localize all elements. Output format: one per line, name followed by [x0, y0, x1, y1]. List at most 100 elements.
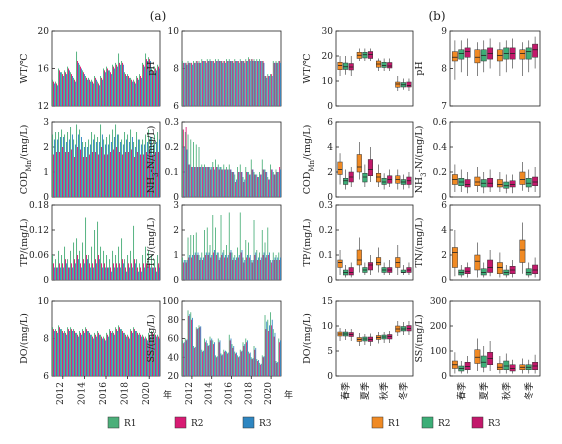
a-4-bar-r3: [205, 167, 207, 197]
a-5-bar-r1: [133, 225, 135, 280]
a-3-bar-r1: [82, 142, 84, 197]
a-1-bar-r3: [143, 66, 145, 106]
a-1-bar-r2: [80, 66, 81, 106]
a-8-bar-r3: [271, 319, 273, 376]
a-4-bar-r2: [235, 182, 237, 197]
a-1-bar-r3: [104, 72, 106, 106]
a-5-bar-r3: [68, 267, 70, 280]
a-7-bar-r2: [65, 332, 66, 376]
a-3-bar-r2: [113, 149, 114, 197]
a-2-bar-r3: [200, 62, 202, 106]
a-5-bar-r3: [77, 259, 79, 280]
b-2-box-r2: [458, 49, 465, 60]
a-1-bar-r1: [94, 76, 96, 106]
a-3-bar-r2: [149, 149, 150, 197]
a-6-bar-r2: [210, 257, 212, 280]
a-3-bar-r1: [142, 139, 144, 197]
a-5-bar-r2: [71, 263, 72, 280]
a-8-bar-r2: [199, 327, 201, 376]
a-8-bar-r2: [224, 351, 226, 376]
b-8-frame: [449, 300, 541, 377]
a-5-bar-r1: [58, 250, 60, 280]
a-6-bar-r3: [200, 257, 202, 280]
a-4-bar-r3: [277, 172, 279, 197]
a-8-bar-r1: [248, 351, 249, 376]
a-8-bar-r3: [252, 358, 254, 376]
a-3-bar-r2: [71, 149, 72, 197]
a-8-bar-r1: [195, 327, 197, 376]
a-3-bar-r1: [127, 134, 129, 197]
b-8-ytick-label: 0: [441, 372, 447, 382]
a-7-bar-r2: [59, 327, 60, 376]
a-8-bar-r3: [277, 361, 279, 376]
a-1-bar-r2: [62, 74, 63, 106]
a-7-bar-r2: [122, 331, 123, 376]
a-4-bar-r2: [248, 174, 250, 197]
a-3-bar-r2: [68, 152, 69, 197]
a-6-bar-r1: [231, 252, 233, 280]
a-4-bar-r3: [227, 169, 229, 197]
b-4-ylabel: NH3-N/(mg/L): [414, 126, 428, 194]
a-8-bar-r1: [245, 338, 247, 376]
b-8-box-r1: [474, 349, 481, 364]
a-2-bar-r2: [213, 61, 215, 106]
a-8-bar-r2: [246, 342, 248, 376]
a-5-bar-r3: [140, 271, 142, 280]
a-4-bar-r1: [223, 164, 225, 197]
a-1-bar-r2: [140, 76, 141, 106]
a-5-bar-r3: [155, 271, 157, 280]
a-8-bar-r1: [226, 351, 227, 376]
a-8-bar-r2: [215, 357, 217, 376]
a-5-bar-r1: [85, 217, 87, 280]
a-4-ytick-label: 0.3: [165, 118, 180, 128]
b-3-ytick-label: 0: [327, 193, 333, 203]
a-8-bar-r3: [238, 356, 240, 376]
a-8-bar-r2: [232, 347, 234, 376]
a-4-bar-r3: [192, 167, 193, 197]
a-2-bar-r2: [254, 61, 256, 106]
b-1-box-r1: [337, 62, 343, 70]
b-1-ytick-label: 20: [322, 52, 334, 62]
a-4-bar-r1: [237, 167, 238, 197]
a-1-bar-r1: [67, 66, 69, 106]
a-4-bar-r3: [186, 149, 188, 197]
a-3-bar-r2: [98, 154, 99, 197]
a-8-bar-r3: [194, 346, 196, 376]
a-6-bar-r1: [270, 260, 271, 280]
a-3-bar-r3: [119, 142, 121, 197]
a-6-bar-r3: [211, 255, 213, 280]
a-4-bar-r1: [217, 164, 219, 197]
a-8-bar-r3: [249, 352, 251, 376]
a-6-bar-r1: [267, 227, 269, 280]
a-3-bar-r3: [98, 142, 100, 197]
a-3-bar-r1: [106, 137, 108, 197]
a-4-bar-r1: [270, 164, 271, 197]
b-8-box-r3: [509, 364, 516, 372]
a-4-bar-r2: [268, 179, 270, 197]
a-1-bar-r3: [59, 72, 61, 106]
a-5-bar-r3: [62, 267, 64, 280]
a-6-bar-r1: [209, 245, 211, 280]
a-6-bar-r2: [182, 262, 184, 280]
a-3-bar-r1: [94, 134, 96, 197]
a-6-bar-r1: [278, 252, 280, 280]
a-5-bar-r1: [70, 250, 72, 280]
a-2-bar-r1: [256, 59, 258, 106]
a-5-bar-r1: [124, 259, 126, 280]
a-3-bar-r1: [97, 137, 99, 197]
a-5-bar-r2: [116, 263, 117, 280]
a-1-bar-r2: [77, 61, 78, 106]
a-7-bar-r1: [139, 332, 141, 376]
a-6-bar-r3: [280, 257, 281, 280]
a-7-bar-r1: [79, 331, 81, 376]
a-2-bar-r1: [198, 61, 200, 106]
a-7-bar-r2: [71, 329, 72, 376]
a-2-bar-r3: [271, 76, 273, 106]
a-6-bar-r3: [203, 257, 204, 280]
a-3-bar-r1: [112, 129, 114, 197]
a-5-bar-r1: [130, 250, 132, 280]
a-4-bar-r3: [211, 167, 213, 197]
a-2-bar-r2: [243, 61, 245, 106]
b-8-box-r3: [464, 362, 471, 370]
a-1-bar-r1: [139, 74, 141, 106]
